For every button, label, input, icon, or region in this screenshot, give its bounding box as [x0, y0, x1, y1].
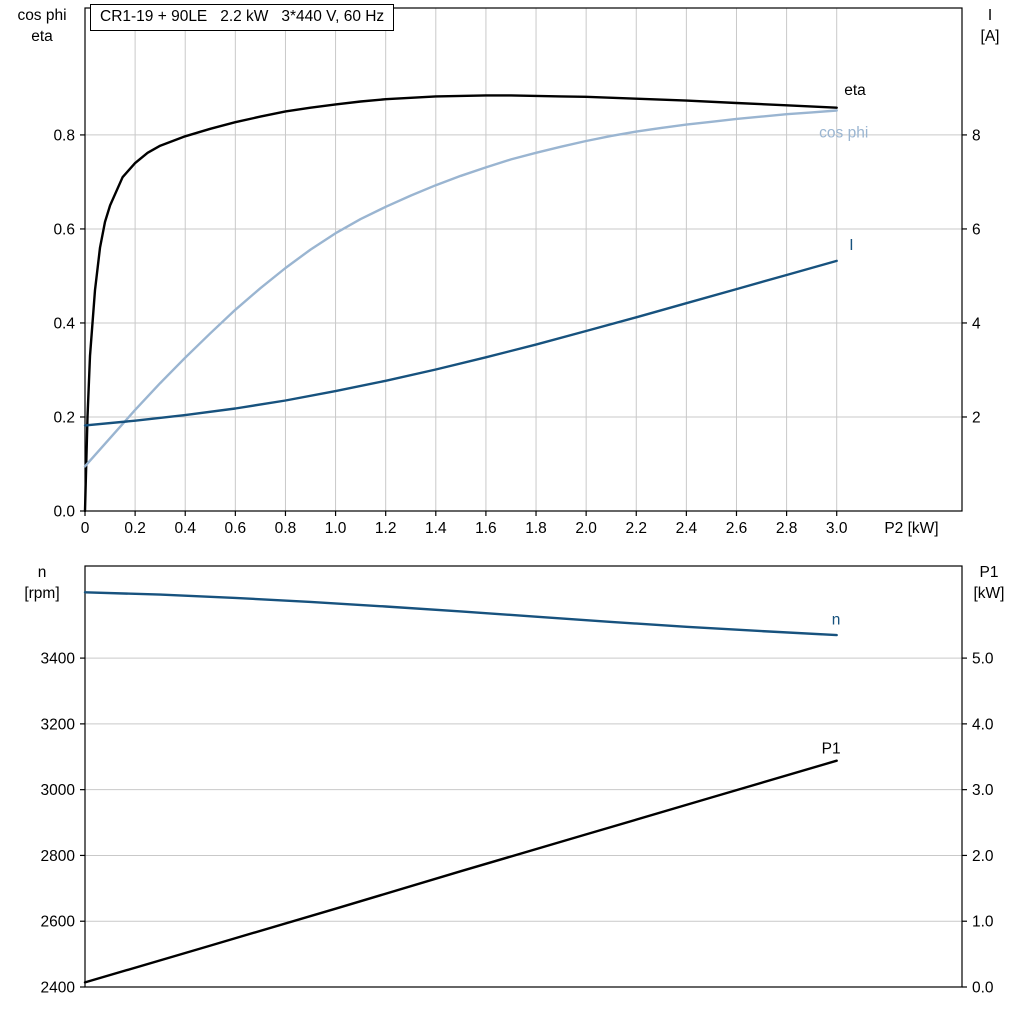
tick-label-right: 8: [972, 127, 981, 144]
tick-label-x: 2.2: [625, 520, 647, 537]
bottom-right-axis-label-line1: P1: [979, 564, 999, 581]
curve-cos-phi: [83, 109, 838, 468]
bottom-chart-plot: 2400 2600 2800 3000 3200 3400 0.0 1.0 2.0 3.0 4.0 5…: [41, 565, 994, 997]
curve-label-eta: eta: [844, 82, 866, 99]
tick-label-x: 1.2: [375, 520, 397, 537]
tick-label-left: 0.2: [53, 409, 75, 426]
x-axis-title: P2 [kW]: [884, 520, 938, 537]
tick-label-x: 2.8: [776, 520, 798, 537]
tick-label-left: 2600: [41, 914, 76, 931]
tick-label-left: 2800: [41, 848, 76, 865]
plot-frame: [84, 565, 963, 988]
tick-label-right: 0.0: [972, 980, 994, 997]
tick-label-left: 2400: [41, 980, 76, 997]
top-right-axis-label-line2: [A]: [980, 28, 1000, 45]
top-chart-plot: 0.0 0.2 0.4 0.6 0.8 2 4 6 8 0 0.2 0.4 0.6 0.8 1.0 1.2 1.…: [53, 7, 981, 537]
tick-label-right: 1.0: [972, 914, 994, 931]
tick-label-right: 5.0: [972, 651, 994, 668]
top-left-axis-label-line2: eta: [31, 28, 53, 45]
top-right-axis-label: I [A]: [962, 5, 1018, 47]
tick-label-left: 3000: [41, 782, 76, 799]
tick-label-x: 3.0: [826, 520, 848, 537]
curve-eta: [83, 94, 838, 513]
tick-label-x: 0.2: [124, 520, 146, 537]
tick-label-x: 2.4: [676, 520, 698, 537]
tick-label-left: 0.6: [53, 221, 75, 238]
tick-label-x: 0: [81, 520, 90, 537]
bottom-left-axis-label-line2: [rpm]: [24, 585, 60, 602]
tick-label-right: 6: [972, 221, 981, 238]
top-left-axis-label: cos phi eta: [4, 5, 80, 47]
tick-label-x: 1.4: [425, 520, 447, 537]
tick-label-x: 1.8: [525, 520, 547, 537]
tick-label-right: 4.0: [972, 716, 994, 733]
tick-label-x: 2.6: [726, 520, 748, 537]
tick-label-x: 1.6: [475, 520, 497, 537]
curve-n: [83, 591, 838, 637]
bottom-left-axis-label-line1: n: [37, 564, 47, 581]
tick-label-x: 2.0: [575, 520, 597, 537]
tick-label-x: 0.8: [275, 520, 297, 537]
tick-label-left: 0.4: [53, 315, 75, 332]
curve-label-i: I: [849, 237, 853, 254]
tick-label-right: 4: [972, 315, 981, 332]
plot-frame: [84, 7, 963, 512]
bottom-left-axis-label: n [rpm]: [4, 562, 80, 604]
tick-label-x: 0.6: [225, 520, 247, 537]
title-box: CR1-19 + 90LE 2.2 kW 3*440 V, 60 Hz: [90, 4, 395, 31]
bottom-right-axis-label: P1 [kW]: [960, 562, 1018, 604]
curve-i: [83, 259, 838, 427]
curve-label-p1: P1: [822, 740, 841, 757]
tick-label-left: 3400: [41, 651, 76, 668]
top-right-axis-label-line1: I: [987, 7, 993, 24]
tick-label-right: 3.0: [972, 782, 994, 799]
bottom-right-axis-label-line2: [kW]: [973, 585, 1005, 602]
tick-label-left: 0.0: [53, 504, 75, 521]
tick-label-right: 2.0: [972, 848, 994, 865]
curve-label-cos-phi: cos phi: [819, 124, 868, 141]
tick-label-left: 3200: [41, 716, 76, 733]
tick-label-x: 0.4: [174, 520, 196, 537]
tick-label-x: 1.0: [325, 520, 347, 537]
tick-label-right: 2: [972, 409, 981, 426]
tick-label-left: 0.8: [53, 127, 75, 144]
top-left-axis-label-line1: cos phi: [17, 7, 67, 24]
curve-p1: [83, 759, 838, 984]
curve-label-n: n: [832, 612, 841, 629]
